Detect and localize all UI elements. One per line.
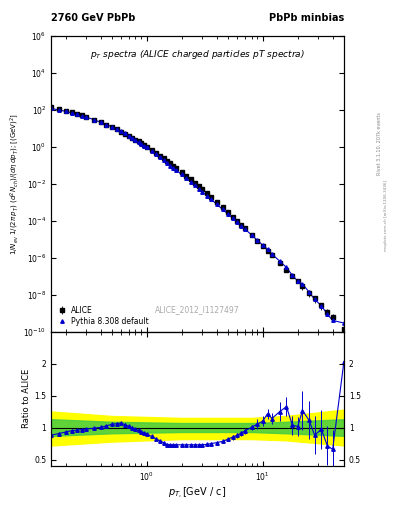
Legend: ALICE, Pythia 8.308 default: ALICE, Pythia 8.308 default <box>55 304 150 328</box>
Y-axis label: Ratio to ALICE: Ratio to ALICE <box>22 369 31 429</box>
Text: $p_T$ spectra (ALICE charged particles pT spectra): $p_T$ spectra (ALICE charged particles p… <box>90 48 305 60</box>
Text: Rivet 3.1.10, 207k events: Rivet 3.1.10, 207k events <box>377 112 382 175</box>
Text: 2760 GeV PbPb: 2760 GeV PbPb <box>51 13 136 23</box>
Text: ALICE_2012_I1127497: ALICE_2012_I1127497 <box>155 305 240 314</box>
Text: mcplots.cern.ch [arXiv:1306.3436]: mcplots.cern.ch [arXiv:1306.3436] <box>384 180 388 250</box>
Text: PbPb minbias: PbPb minbias <box>269 13 344 23</box>
X-axis label: $p_{T,}$[GeV / c]: $p_{T,}$[GeV / c] <box>169 486 226 501</box>
Y-axis label: $1 / N_{ev}$ $1 / (2\pi\,p_T)$ $(d^2N_{ch}) / (d\eta\,dp_T)$; [(GeV)$^2$]: $1 / N_{ev}$ $1 / (2\pi\,p_T)$ $(d^2N_{c… <box>8 113 21 254</box>
